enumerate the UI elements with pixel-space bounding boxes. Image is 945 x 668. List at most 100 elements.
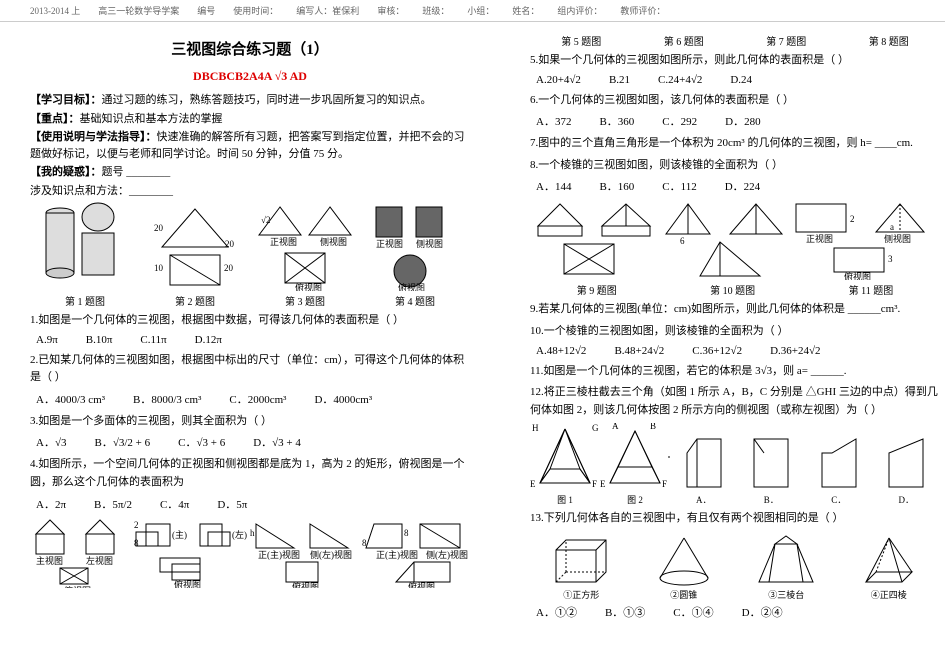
q6-opts: A．372 B．360 C．292 D．280 [536,113,940,129]
q8: 8.一个棱锥的三视图如图，则该棱锥的全面积为（ ） [530,157,940,175]
q3-opts: A．√3 B．√3/2 + 6 C．√3 + 6 D．√3 + 4 [36,434,470,450]
cap7: 第 7 题图 [766,33,806,48]
svg-text:6: 6 [680,236,685,246]
cap10: 第 10 题图 [710,282,755,297]
q2c: C．2000cm³ [229,391,286,407]
doc-title: 三视图综合练习题（1） [30,38,470,59]
fig1-svg [40,201,130,291]
q1c: C.11π [140,334,166,346]
q12d-label: D． [873,493,941,506]
q2a: A．4000/3 cm³ [36,391,105,407]
cap8: 第 8 题图 [869,33,909,48]
figb4-svg: 88 正(主)视图 侧(左)视图 俯视图 [360,518,470,588]
svg-text:俯视图: 俯视图 [844,271,871,280]
caption-row-2: 第 5 题图 第 6 题图 第 7 题图 第 8 题图 [530,33,940,48]
q3d: D．√3 + 4 [253,434,301,450]
q12fig1-label: 图 1 [530,493,600,506]
q6d: D．280 [725,113,760,129]
right-column: 第 5 题图 第 6 题图 第 7 题图 第 8 题图 5.如果一个几何体的三视… [530,32,940,626]
svg-text:侧视图: 侧视图 [416,238,443,249]
q12-optA: A． [670,433,738,506]
q12-optB: B． [738,433,806,506]
svg-text:F: F [592,479,597,489]
q13d: D．②④ [742,604,783,620]
q8c: C．112 [662,178,696,194]
q10-opts: A.48+12√2 B.48+24√2 C.36+12√2 D.36+24√2 [536,345,940,357]
figb3-svg: 正(主)视图 侧(左)视图 俯视图 h [250,518,360,588]
hdr-term: 2013-2014 上 [30,4,80,17]
q5-opts: A.20+4√2 B.21 C.24+4√2 D.24 [536,74,940,86]
q3c: C．√3 + 6 [178,434,225,450]
q12-optD: D． [873,433,941,506]
svg-text:主视图: 主视图 [36,555,63,566]
cap2: 第 2 题图 [175,293,215,308]
fig2: 20 10 20 20 [140,201,250,291]
svg-text:俯视图: 俯视图 [292,581,319,588]
fig4: 正视图 侧视图 俯视图 [360,201,470,291]
fig1 [30,201,140,291]
q5d: D.24 [730,74,752,86]
q13: 13.下列几何体各自的三视图中，有且仅有两个视图相同的是（ ） [530,510,940,528]
svg-text:正视图: 正视图 [376,238,403,249]
q13l1: ①正方形 [530,588,633,601]
q10d: D.36+24√2 [770,345,820,357]
fig10: 6 [660,200,790,280]
q8a: A．144 [536,178,571,194]
svg-text:侧视图: 侧视图 [320,236,347,247]
q3b: B．√3/2 + 6 [94,434,150,450]
q2-opts: A．4000/3 cm³ B．8000/3 cm³ C．2000cm³ D．40… [36,391,470,407]
q1a: A.9π [36,334,58,346]
svg-text:H: H [532,423,539,433]
svg-text:3: 3 [888,254,893,264]
q4c: C．4π [160,496,189,512]
svg-text:俯视图: 俯视图 [398,282,425,291]
q12-fig2: AB EF 图 2 [600,423,670,506]
scope-line: 涉及知识点和方法：________ [30,183,470,200]
figb4: 88 正(主)视图 侧(左)视图 俯视图 [360,518,470,588]
guide-label: 【使用说明与学法指导】： [30,131,157,143]
point-label: 【重点】： [30,113,80,125]
q5b: B.21 [609,74,630,86]
q13-opts: A．①② B．①③ C．①④ D．②④ [536,604,940,620]
hdr-group: 小组： [467,4,494,17]
q12fig2-label: 图 2 [600,493,670,506]
hdr-review: 审核： [377,4,404,17]
fig4-svg: 正视图 侧视图 俯视图 [370,201,460,291]
q7: 7.图中的三个直角三角形是一个体积为 20cm³ 的几何体的三视图，则 h= _… [530,135,940,153]
q12-figrow: HG EF 图 1 AB EF 图 2 [530,423,940,506]
q10a: A.48+12√2 [536,345,586,357]
q13a: A．①② [536,604,577,620]
q12-optC: C． [805,433,873,506]
q4-opts: A．2π B．5π/2 C．4π D．5π [36,496,470,512]
hdr-teachereval: 教师评价： [620,4,665,17]
figb2: (主) (左) 俯视图 28 [130,518,250,588]
point-line: 【重点】：基础知识点和基本方法的掌握 [30,111,470,128]
svg-text:俯视图: 俯视图 [408,581,435,588]
hdr-class: 班级： [422,4,449,17]
q4: 4.如图所示，一个空间几何体的正视图和侧视图都是底为 1，高为 2 的矩形，俯视… [30,456,470,491]
svg-text:h: h [250,528,255,538]
fig2-svg: 20 10 20 20 [150,201,240,291]
left-column: 三视图综合练习题（1） DBCBCB2A4A √3 AD 【学习目标】：通过习题… [30,32,470,626]
svg-text:正(主)视图: 正(主)视图 [258,549,300,560]
svg-text:20: 20 [154,223,164,233]
svg-text:a: a [890,222,894,232]
q13f3-svg [751,532,821,588]
q13-f1: ①正方形 [530,532,633,601]
svg-text:侧视图: 侧视图 [884,233,911,244]
q13l4: ④正四棱 [838,588,941,601]
svg-text:俯视图: 俯视图 [295,282,322,291]
cap6: 第 6 题图 [664,33,704,48]
q10: 10.一个棱锥的三视图如图，则该棱锥的全面积为（ ） [530,323,940,341]
q2b: B．8000/3 cm³ [133,391,201,407]
svg-text:(左): (左) [232,529,247,540]
goal-label: 【学习目标】： [30,94,102,106]
q6: 6.一个几何体的三视图如图，该几何体的表面积是（ ） [530,92,940,110]
q3a: A．√3 [36,434,66,450]
fig3-svg: 正视图 侧视图 俯视图 √2 [255,201,355,291]
q13-f2: ②圆锥 [633,532,736,601]
q12a-svg [681,433,727,493]
svg-text:20: 20 [224,263,234,273]
q5c: C.24+4√2 [658,74,702,86]
q12d-svg [883,433,929,493]
